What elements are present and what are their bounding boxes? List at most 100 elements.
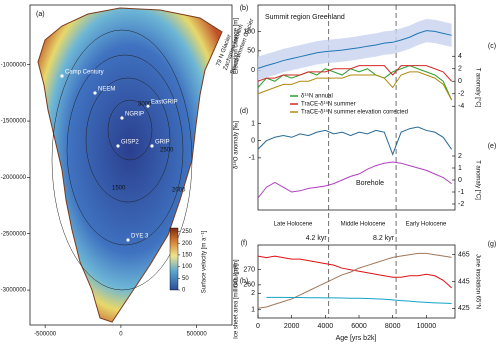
y-tick-label: 0 [251,138,255,145]
y-axis-label: δ¹⁸O anomaly [‰] [233,121,240,169]
site-marker [150,144,154,148]
y-tick-label: 0 [458,78,462,85]
y-tick-label: 100 [243,28,255,35]
colorbar-tick-label: 0 [182,288,186,294]
y-tick-label: 445 [458,278,470,285]
series-line [266,296,452,304]
y-tick-label: 1 [251,120,255,127]
x-tick-label: 8000 [385,323,401,330]
panel-label: (c) [488,43,496,50]
uncertainty-band [258,18,452,80]
panel-label: (d) [240,108,249,115]
annotation: Borehole [356,180,384,187]
period-label: Middle Holocene [341,222,386,228]
y-tick-label: -1 [458,189,464,196]
site-label: DYE 3 [131,234,149,240]
y-tick-label: -1000000 [1,62,27,68]
site-marker [120,116,124,120]
y-tick-label: -2000000 [1,175,27,181]
contour-label: 2000 [172,188,186,194]
y-tick-label: -2500000 [1,231,27,237]
lower-frame [257,244,456,319]
colorbar-tick-label: 50 [182,276,189,282]
y-tick-label: 1 [458,165,462,172]
panel-label: (h) [240,278,249,285]
y-axis-label: Elevation change [m] [234,18,240,74]
site-label: GRIP [155,140,170,146]
series-line [257,71,453,101]
y-tick-label: -1 [249,155,255,162]
legend-label: TraCE-δ¹⁵N summer [301,101,356,108]
series-line [257,161,452,199]
series-line [257,30,452,69]
y-tick-label: -3000000 [1,288,27,294]
y-axis-label: Ice sheet area [millions km²] [234,264,240,339]
x-tick-label: 10000 [417,323,437,330]
site-marker [60,74,64,78]
contour-label: 2500 [160,148,174,154]
y-tick-label: -2 [458,201,464,208]
site-marker [126,238,130,242]
y-tick-label: 50 [247,48,255,55]
series-line [257,65,453,82]
y-tick-label: 0 [251,67,255,74]
x-tick-label: 6000 [351,323,367,330]
map-label: (a) [36,11,45,18]
y-tick-label: 2 [251,290,255,297]
y-tick-label: 1 [251,307,255,314]
y-tick-label: 2 [458,66,462,73]
x-tick-label: 2000 [284,323,300,330]
site-marker [116,144,120,148]
y-tick-label: 2 [458,153,462,160]
greenland [37,7,223,323]
colorbar-tick-label: 150 [182,252,193,258]
legend-label: TraCE-δ¹⁵N summer elevation corrected [301,109,408,116]
y-tick-label: 425 [458,305,470,312]
period-label: Late Holocene [274,222,313,228]
site-label: EastGRIP [151,100,178,106]
y-tick-label: -4 [458,103,464,110]
y-axis-label: CO₂ [ppm] [234,259,240,287]
site-marker [93,91,97,95]
site-marker [146,104,150,108]
x-tick-label: 0 [119,332,123,338]
x-tick-label: 500000 [187,332,208,338]
panel-label: (b) [240,5,249,12]
y-tick-label: 0 [458,177,462,184]
site-label: GISP2 [121,140,139,146]
panel-label: (e) [488,143,497,150]
colorbar-tick-label: 100 [182,264,193,270]
contours [51,29,193,291]
event-label: 4.2 kyr [306,235,328,242]
contour-label: 3000 [138,102,152,108]
x-axis-label: Age [yrs b2k] [336,335,377,342]
y-tick-label: 270 [243,267,255,274]
series-line [257,65,453,101]
y-axis-label: T anomaly [°C] [474,68,480,108]
y-tick-label: -2 [458,91,464,98]
site-label: Camp Century [65,70,104,76]
panel-title: Summit region Greenland [265,14,345,21]
y-tick-label: -1500000 [1,119,27,125]
period-label: Early Holocene [406,222,447,228]
x-tick-label: -500000 [34,332,57,338]
series-line [257,126,453,156]
panel-label: (g) [488,241,497,248]
colorbar [169,227,179,291]
series-line [257,252,452,309]
x-tick-label: 4000 [318,323,334,330]
site-label: NGRIP [125,112,144,118]
contour-label: 1500 [112,186,126,192]
colorbar-label: Surface velocity [m a⁻¹] [202,230,208,293]
y-axis-label: T anomaly [°C] [474,160,480,200]
legend-label: δ¹⁵N annual [301,93,333,100]
event-label: 8.2 kyr [373,235,395,242]
x-tick-label: 0 [256,323,260,330]
colorbar-tick-label: 250 [182,229,193,235]
y-tick-label: 465 [458,252,470,259]
y-axis-label: June insolation 65°N [474,254,480,309]
y-tick-label: 4 [458,53,462,60]
colorbar-tick-label: 200 [182,241,193,247]
series-line [257,255,452,289]
